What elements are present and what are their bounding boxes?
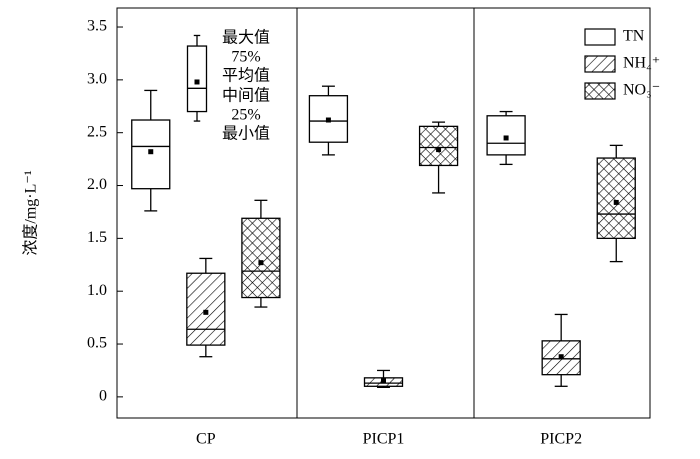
- mean: [558, 354, 564, 360]
- box: [486, 115, 526, 156]
- x-tick-label: PICP2: [540, 431, 582, 448]
- plot-frame: [116, 7, 651, 419]
- y-axis-label: 浓度/mg·L⁻¹: [22, 170, 40, 255]
- x-tick-label: CP: [196, 431, 216, 448]
- box: [541, 340, 581, 376]
- mean: [503, 135, 509, 141]
- y-tick-label: 2.5: [87, 123, 107, 140]
- y-tick-label: 3.0: [87, 71, 107, 88]
- box: [186, 45, 208, 113]
- box: [596, 157, 636, 240]
- key-label: 75%: [231, 49, 260, 66]
- y-tick-label: 0: [99, 388, 107, 405]
- x-tick-label: PICP1: [363, 431, 405, 448]
- y-tick-label: 3.5: [87, 18, 107, 35]
- mean: [258, 260, 264, 266]
- key-label: 最小值: [222, 125, 270, 143]
- mean: [194, 79, 200, 85]
- mean: [613, 199, 619, 205]
- key-label: 25%: [231, 107, 260, 124]
- box: [308, 95, 349, 143]
- legend-label: NO₃⁻: [623, 82, 660, 99]
- mean: [436, 147, 442, 153]
- y-tick-label: 1.0: [87, 282, 107, 299]
- mean: [381, 378, 386, 384]
- legend-swatch: [584, 28, 616, 46]
- legend-label: NH₄⁺: [623, 55, 660, 72]
- box: [131, 119, 171, 190]
- mean: [325, 117, 331, 123]
- box: [241, 217, 281, 299]
- box: [418, 125, 459, 167]
- legend-swatch: [584, 82, 616, 100]
- key-label: 中间值: [222, 87, 270, 105]
- y-tick-label: 2.0: [87, 176, 107, 193]
- mean: [148, 149, 154, 155]
- legend-swatch: [584, 55, 616, 73]
- y-tick-label: 0.5: [87, 335, 107, 352]
- mean: [203, 309, 209, 315]
- legend-label: TN: [623, 28, 645, 45]
- key-label: 最大值: [222, 29, 270, 47]
- key-label: 平均值: [222, 67, 270, 85]
- box: [186, 272, 226, 346]
- y-tick-label: 1.5: [87, 229, 107, 246]
